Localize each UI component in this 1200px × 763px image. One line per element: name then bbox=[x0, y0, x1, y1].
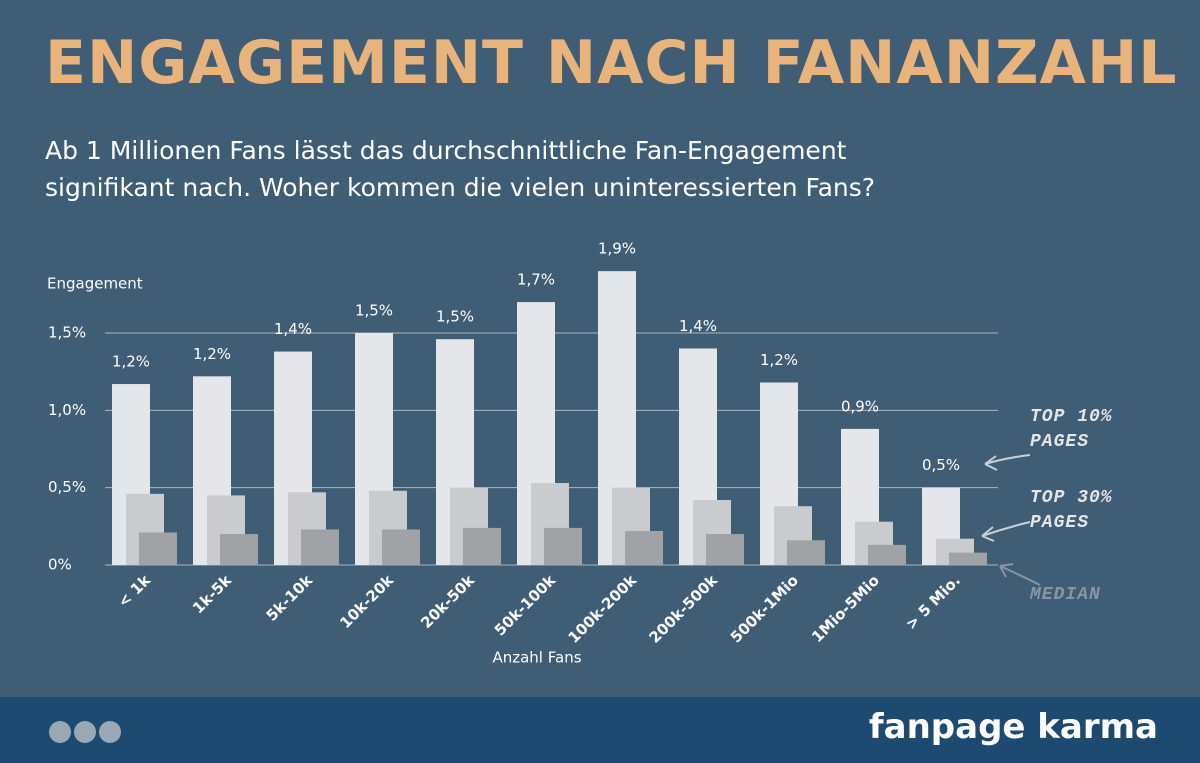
chart-title: ENGAGEMENT NACH FANANZAHL bbox=[45, 28, 1178, 98]
legend-entry: TOP 30% PAGES bbox=[1030, 488, 1113, 533]
x-tick-label: 500k-1Mio bbox=[727, 571, 802, 646]
x-tick-label: < 1k bbox=[114, 571, 154, 611]
data-label: 1,5% bbox=[355, 302, 393, 320]
legend-entry: MEDIAN bbox=[1030, 585, 1101, 605]
bar bbox=[139, 532, 177, 565]
chart: Engagement Anzahl Fans 0% 0,5% 1,0% 1,5% 1,2% 1… bbox=[47, 240, 1041, 667]
legend-entry: TOP 10% PAGES bbox=[1030, 407, 1113, 452]
bar bbox=[220, 534, 258, 565]
bar bbox=[382, 529, 420, 565]
data-label: 0,9% bbox=[841, 397, 879, 415]
x-tick-label: 10k-20k bbox=[336, 571, 397, 632]
data-label: 1,2% bbox=[193, 345, 231, 363]
x-tick-label: 100k-200k bbox=[564, 571, 640, 647]
data-label: 1,4% bbox=[679, 317, 717, 335]
footer: fanpage karma bbox=[0, 697, 1200, 763]
y-tick-label: 0,5% bbox=[48, 478, 86, 496]
license-icons bbox=[49, 721, 121, 743]
y-tick-label: 0% bbox=[48, 556, 72, 574]
x-axis-label: Anzahl Fans bbox=[492, 649, 581, 667]
bar bbox=[301, 529, 339, 565]
bar bbox=[787, 540, 825, 565]
chart-subtitle: Ab 1 Millionen Fans lässt das durchschni… bbox=[45, 136, 876, 202]
bar bbox=[949, 552, 987, 565]
x-tick-label: 20k-50k bbox=[417, 571, 478, 632]
data-label: 1,7% bbox=[517, 271, 555, 289]
legend-arrows bbox=[981, 454, 1041, 586]
bar bbox=[463, 527, 501, 565]
data-label: 1,4% bbox=[274, 320, 312, 338]
bar bbox=[706, 534, 744, 565]
data-label: 1,2% bbox=[112, 353, 150, 371]
y-axis-label: Engagement bbox=[47, 275, 143, 293]
data-label: 1,9% bbox=[598, 240, 636, 258]
bar bbox=[868, 544, 906, 565]
x-tick-label: 50k-100k bbox=[491, 571, 560, 640]
x-tick-label: 5k-10k bbox=[263, 571, 317, 625]
x-tick-label: 1Mio-5Mio bbox=[808, 571, 883, 646]
y-tick-label: 1,0% bbox=[48, 401, 86, 419]
x-tick-label: 200k-500k bbox=[645, 571, 721, 647]
bar bbox=[544, 527, 582, 565]
brand: fanpage karma bbox=[868, 707, 1158, 747]
y-tick-label: 1,5% bbox=[48, 324, 86, 342]
x-tick-label: > 5 Mio. bbox=[902, 571, 964, 633]
data-label: 1,5% bbox=[436, 308, 474, 326]
data-label: 0,5% bbox=[922, 456, 960, 474]
x-tick-label: 1k-5k bbox=[189, 571, 236, 618]
data-label: 1,2% bbox=[760, 351, 798, 369]
bar bbox=[625, 530, 663, 565]
